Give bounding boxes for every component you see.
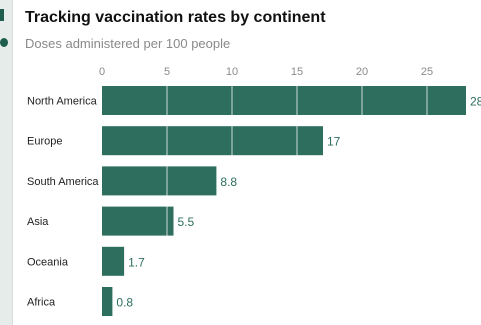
category-label-north-america: North America bbox=[27, 96, 98, 108]
value-label-europe: 17 bbox=[327, 135, 341, 149]
category-label-europe: Europe bbox=[27, 136, 62, 148]
bar-south-america bbox=[102, 166, 217, 196]
chart-subtitle: Doses administered per 100 people bbox=[25, 36, 231, 51]
x-tick-label-25: 25 bbox=[421, 66, 433, 78]
bar-asia bbox=[102, 206, 174, 236]
category-labels: North America Europe South America Asia Ocea… bbox=[27, 96, 99, 309]
bars-layer bbox=[102, 86, 466, 316]
panel-edge-marker bbox=[0, 9, 4, 21]
x-axis-ticks: 0 5 10 15 20 25 bbox=[99, 66, 433, 78]
left-panel-edge bbox=[0, 0, 13, 325]
bar-oceania bbox=[102, 246, 125, 276]
value-label-oceania: 1.7 bbox=[128, 255, 145, 269]
bar-europe bbox=[102, 126, 323, 156]
category-label-oceania: Oceania bbox=[27, 256, 69, 268]
value-label-north-america: 28 bbox=[470, 95, 481, 109]
category-label-asia: Asia bbox=[27, 216, 49, 228]
bar-north-america bbox=[102, 86, 466, 115]
x-tick-label-20: 20 bbox=[356, 66, 368, 78]
chart-title: Tracking vaccination rates by continent bbox=[25, 9, 326, 26]
value-label-africa: 0.8 bbox=[116, 296, 133, 310]
bar-africa bbox=[102, 287, 113, 316]
value-labels: 28 17 8.8 5.5 1.7 0.8 bbox=[116, 95, 481, 310]
x-tick-label-15: 15 bbox=[291, 66, 303, 78]
value-label-asia: 5.5 bbox=[178, 215, 195, 229]
x-tick-label-0: 0 bbox=[99, 66, 105, 78]
category-label-africa: Africa bbox=[27, 297, 56, 309]
panel-edge-dot-icon bbox=[0, 38, 8, 47]
x-tick-label-10: 10 bbox=[226, 66, 238, 78]
x-tick-label-5: 5 bbox=[164, 66, 170, 78]
category-label-south-america: South America bbox=[27, 176, 99, 188]
value-label-south-america: 8.8 bbox=[220, 175, 237, 189]
grid-layer bbox=[166, 80, 428, 318]
